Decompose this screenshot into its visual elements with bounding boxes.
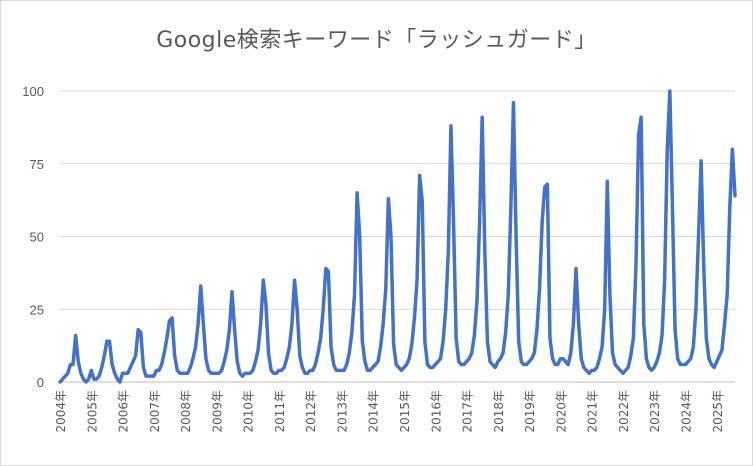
x-tick-label: 2025年 — [711, 390, 725, 433]
y-tick-label: 25 — [30, 302, 44, 317]
x-tick-label: 2007年 — [148, 390, 162, 433]
x-tick-label: 2004年 — [54, 390, 68, 433]
x-tick-label: 2014年 — [367, 390, 381, 433]
x-tick-label: 2018年 — [492, 390, 506, 433]
x-tick-label: 2005年 — [85, 390, 99, 433]
x-tick-label: 2010年 — [242, 390, 256, 433]
chart-title: Google検索キーワード「ラッシュガード」 — [156, 28, 597, 53]
x-tick-label: 2012年 — [304, 390, 318, 433]
x-tick-label: 2016年 — [429, 390, 443, 433]
series-layer — [58, 89, 737, 384]
x-tick-label: 2024年 — [679, 390, 693, 433]
y-tick-label: 0 — [37, 375, 44, 390]
y-axis-tick-labels: 0 25 50 75 100 — [22, 84, 44, 390]
x-axis-tick-labels: 2004年 2005年 2006年 2007年 2008年 2009年 2010年 2011年… — [54, 390, 725, 433]
x-tick-label: 2006年 — [117, 390, 131, 433]
x-tick-label: 2011年 — [273, 390, 287, 433]
x-tick-label: 2020年 — [554, 390, 568, 433]
x-tick-label: 2022年 — [617, 390, 631, 433]
y-tick-label: 50 — [30, 230, 44, 245]
x-tick-label: 2015年 — [398, 390, 412, 433]
series-line — [58, 89, 737, 384]
x-tick-label: 2009年 — [210, 390, 224, 433]
x-tick-label: 2021年 — [586, 390, 600, 433]
y-tick-label: 75 — [30, 157, 44, 172]
x-tick-label: 2023年 — [648, 390, 662, 433]
x-tick-label: 2017年 — [461, 390, 475, 433]
x-tick-label: 2019年 — [523, 390, 537, 433]
x-tick-label: 2008年 — [179, 390, 193, 433]
x-tick-label: 2013年 — [335, 390, 349, 433]
y-tick-label: 100 — [22, 84, 44, 99]
gridlines — [60, 90, 735, 310]
